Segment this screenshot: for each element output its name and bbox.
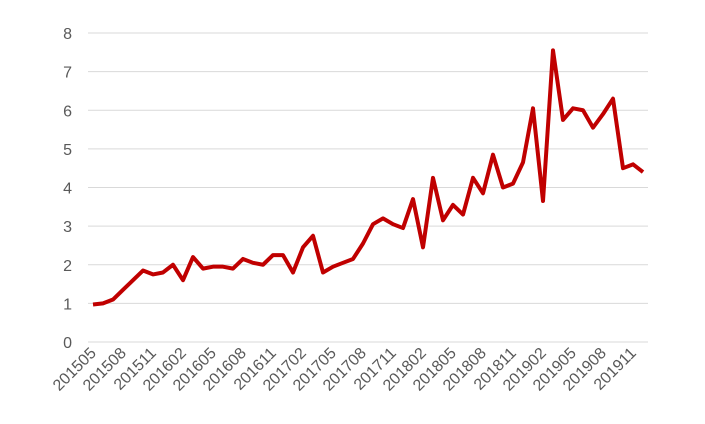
y-tick-label: 3 <box>63 219 72 236</box>
y-tick-label: 4 <box>63 181 72 198</box>
data-line <box>92 48 645 307</box>
y-tick-label: 7 <box>63 65 72 82</box>
y-tick-label: 6 <box>63 103 72 120</box>
y-tick-label: 8 <box>63 26 72 43</box>
y-tick-label: 1 <box>63 296 72 313</box>
y-tick-label: 5 <box>63 142 72 159</box>
y-tick-label: 0 <box>63 335 72 352</box>
y-tick-label: 2 <box>63 258 72 275</box>
